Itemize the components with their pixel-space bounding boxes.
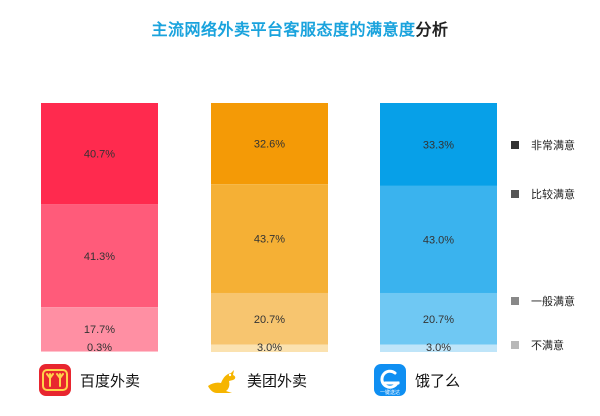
data-label-eleme-very-satisfied: 33.3% [423, 139, 454, 151]
legend-label: 非常满意 [531, 140, 575, 152]
eleme-logo-icon: 一键送达 [374, 364, 406, 396]
data-label-baidu-dissatisfied: 0.3% [87, 342, 112, 354]
data-label-baidu-very-satisfied: 40.7% [84, 149, 115, 161]
brand-name: 饿了么 [415, 372, 461, 390]
data-label-eleme-fairly-satisfied: 43.0% [423, 234, 454, 246]
bar-segment-baidu-fairly-satisfied [41, 204, 158, 308]
bar-segment-meituan-generally-satisfied [211, 292, 328, 345]
bar-segment-meituan-fairly-satisfied [211, 184, 328, 293]
brand-baidu-waimai: 百度外卖 [38, 362, 140, 398]
data-label-meituan-dissatisfied: 3.0% [257, 342, 282, 354]
chart-title: 主流网络外卖平台客服态度的满意度分析 [0, 16, 600, 40]
eleme-logo-badge: 一键送达 [380, 389, 400, 396]
legend-item-dissatisfied: 不满意 [511, 337, 564, 353]
chart-title-tail: 分析 [415, 22, 449, 39]
bar-segment-eleme-fairly-satisfied [380, 185, 497, 293]
bar-segment-meituan-very-satisfied [211, 103, 328, 185]
legend-item-generally-satisfied: 一般满意 [511, 293, 575, 309]
brand-name: 美团外卖 [247, 372, 308, 390]
bar-segment-eleme-generally-satisfied [380, 292, 497, 345]
bar-segment-meituan-dissatisfied [211, 344, 328, 352]
bar-segment-eleme-dissatisfied [380, 344, 497, 352]
data-label-baidu-generally-satisfied: 17.7% [84, 324, 115, 336]
data-label-meituan-fairly-satisfied: 43.7% [254, 234, 285, 246]
legend-label: 比较满意 [531, 189, 575, 201]
data-label-meituan-generally-satisfied: 20.7% [254, 314, 285, 326]
legend-swatch [511, 141, 519, 149]
bar-segment-eleme-very-satisfied [380, 103, 497, 186]
data-label-eleme-dissatisfied: 3.0% [426, 342, 451, 354]
baidu-waimai-logo-icon [39, 364, 71, 396]
legend-label: 不满意 [531, 340, 564, 352]
brand-name: 百度外卖 [80, 372, 141, 390]
meituan-kangaroo-logo-icon [208, 370, 236, 393]
legend-swatch [511, 190, 519, 198]
data-label-meituan-very-satisfied: 32.6% [254, 139, 285, 151]
chart-title-main: 主流网络外卖平台客服态度的满意度 [151, 22, 416, 39]
legend-item-very-satisfied: 非常满意 [511, 137, 575, 153]
legend-swatch [511, 297, 519, 305]
bar-segment-baidu-dissatisfied [41, 351, 158, 352]
legend-swatch [511, 341, 519, 349]
legend-label: 一般满意 [531, 296, 575, 308]
brand-meituan-waimai: 美团外卖 [205, 362, 307, 398]
data-label-baidu-fairly-satisfied: 41.3% [84, 251, 115, 263]
brand-eleme: 一键送达 饿了么 [373, 362, 460, 398]
bar-segment-baidu-generally-satisfied [41, 307, 158, 352]
bar-segment-baidu-very-satisfied [41, 103, 158, 205]
data-label-eleme-generally-satisfied: 20.7% [423, 314, 454, 326]
legend-item-fairly-satisfied: 比较满意 [511, 186, 575, 202]
